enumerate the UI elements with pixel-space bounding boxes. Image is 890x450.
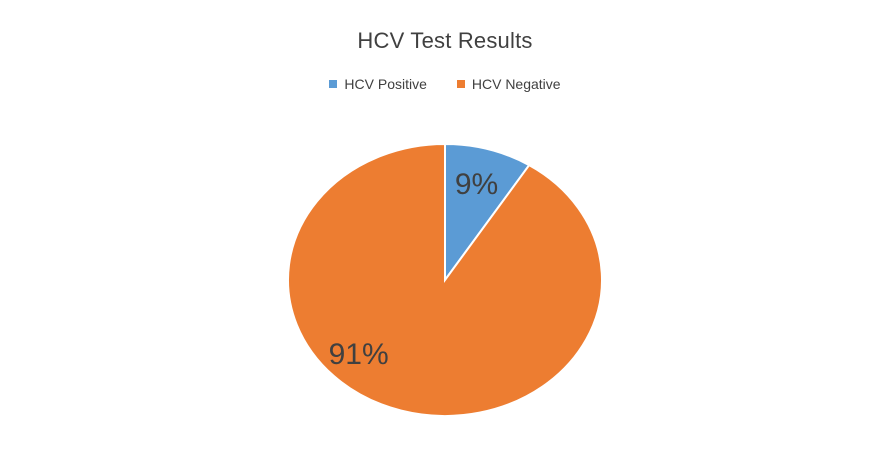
data-label-hcv-positive: 9%	[455, 168, 498, 201]
chart-title: HCV Test Results	[357, 28, 533, 53]
pie-slice-hcv-negative	[287, 142, 603, 417]
legend: HCV Positive HCV Negative	[0, 76, 890, 92]
legend-label-hcv-negative: HCV Negative	[471, 76, 561, 92]
legend-item-hcv-positive: HCV Positive	[329, 76, 427, 92]
legend-item-hcv-negative: HCV Negative	[456, 76, 561, 92]
legend-swatch-hcv-negative	[456, 80, 465, 88]
pie-slice-hcv-positive	[444, 142, 531, 284]
legend-label-hcv-positive: HCV Positive	[344, 76, 427, 92]
legend-swatch-hcv-positive	[329, 80, 338, 88]
data-label-hcv-negative: 91%	[329, 338, 389, 371]
